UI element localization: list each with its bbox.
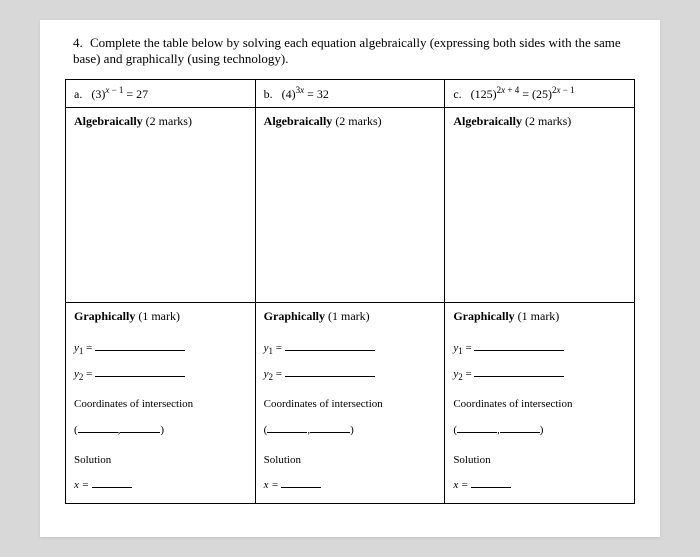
question-number: 4. — [73, 35, 83, 50]
equation-cell-a: a. (3)x − 1 = 27 — [66, 80, 256, 108]
algebraic-cell-a: Algebraically (2 marks) — [66, 108, 256, 303]
col-label-c: c. — [453, 87, 461, 102]
algebraic-row: Algebraically (2 marks) Algebraically (2… — [66, 108, 635, 303]
graphic-cell-a: y1 = y2 = Coordinates of intersection (,… — [66, 330, 256, 503]
col-label-a: a. — [74, 87, 82, 102]
y1-line-b: y1 = — [264, 336, 437, 362]
algebraic-title-c: Algebraically (2 marks) — [453, 114, 571, 128]
algebraic-title-a: Algebraically (2 marks) — [74, 114, 192, 128]
y2-line-c: y2 = — [453, 362, 626, 388]
graphic-header-b: Graphically (1 mark) — [255, 303, 445, 331]
y1-line-a: y1 = — [74, 336, 247, 362]
worksheet-table: a. (3)x − 1 = 27 b. (4)3x = 32 c. (125)2… — [65, 79, 635, 504]
col-label-b: b. — [264, 87, 273, 102]
equation-row: a. (3)x − 1 = 27 b. (4)3x = 32 c. (125)2… — [66, 80, 635, 108]
equation-c: (125)2x + 4 = (25)2x − 1 — [471, 87, 575, 101]
graphic-header-a: Graphically (1 mark) — [66, 303, 256, 331]
y2-line-b: y2 = — [264, 362, 437, 388]
graphic-header-c: Graphically (1 mark) — [445, 303, 635, 331]
coords-label-a: Coordinates of intersection — [74, 392, 247, 416]
y2-line-a: y2 = — [74, 362, 247, 388]
graphic-cell-c: y1 = y2 = Coordinates of intersection (,… — [445, 330, 635, 503]
coords-blank-a: (,) — [74, 418, 247, 442]
coords-blank-b: (,) — [264, 418, 437, 442]
question-text: Complete the table below by solving each… — [73, 35, 621, 66]
coords-label-c: Coordinates of intersection — [453, 392, 626, 416]
worksheet-paper: 4. Complete the table below by solving e… — [40, 20, 660, 537]
algebraic-cell-b: Algebraically (2 marks) — [255, 108, 445, 303]
graphic-header-row: Graphically (1 mark) Graphically (1 mark… — [66, 303, 635, 331]
question-prompt: 4. Complete the table below by solving e… — [65, 35, 635, 67]
y1-line-c: y1 = — [453, 336, 626, 362]
blank-fill — [285, 367, 375, 377]
solution-c: Solution x = — [453, 448, 626, 496]
algebraic-cell-c: Algebraically (2 marks) — [445, 108, 635, 303]
blank-fill — [95, 341, 185, 351]
equation-a: (3)x − 1 = 27 — [91, 87, 148, 101]
equation-cell-b: b. (4)3x = 32 — [255, 80, 445, 108]
coords-blank-c: (,) — [453, 418, 626, 442]
blank-fill — [474, 367, 564, 377]
coords-label-b: Coordinates of intersection — [264, 392, 437, 416]
blank-fill — [285, 341, 375, 351]
graphic-cell-b: y1 = y2 = Coordinates of intersection (,… — [255, 330, 445, 503]
equation-b: (4)3x = 32 — [282, 87, 329, 101]
blank-fill — [95, 367, 185, 377]
algebraic-title-b: Algebraically (2 marks) — [264, 114, 382, 128]
graphic-content-row: y1 = y2 = Coordinates of intersection (,… — [66, 330, 635, 503]
blank-fill — [474, 341, 564, 351]
solution-b: Solution x = — [264, 448, 437, 496]
equation-cell-c: c. (125)2x + 4 = (25)2x − 1 — [445, 80, 635, 108]
solution-a: Solution x = — [74, 448, 247, 496]
